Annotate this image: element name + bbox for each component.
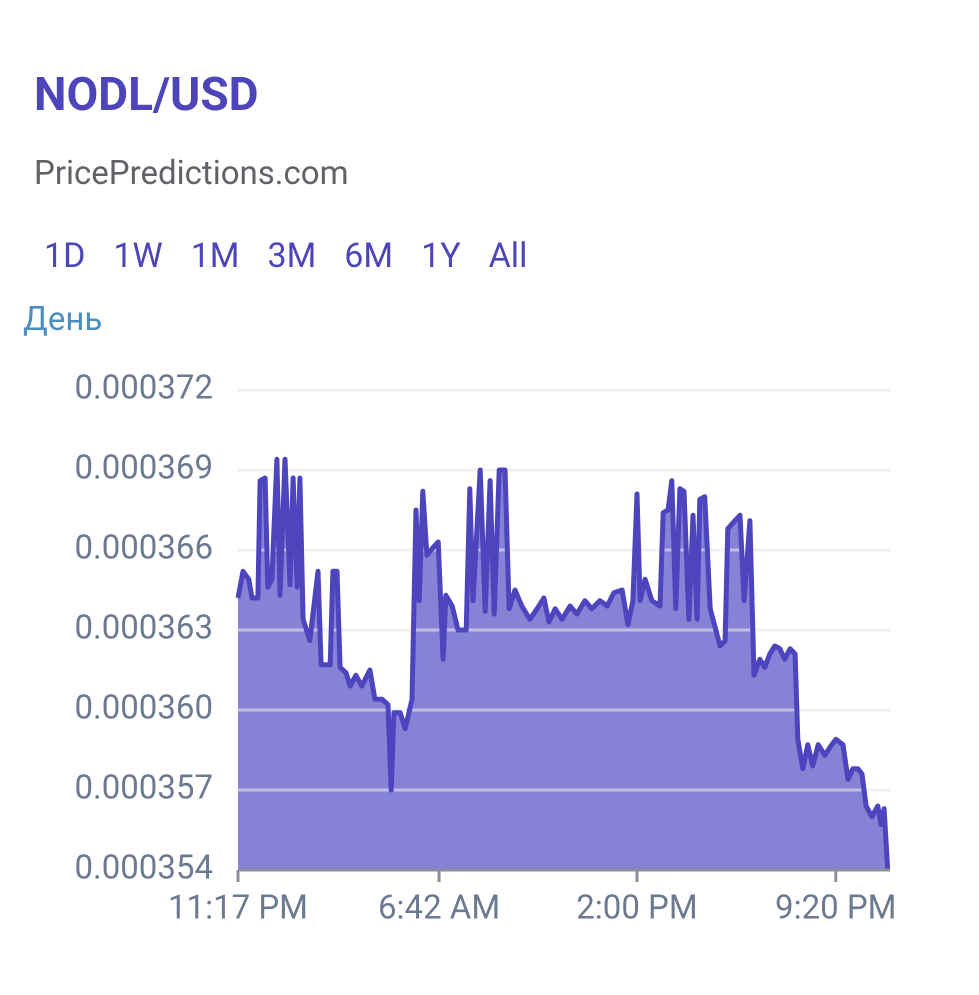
line	[235, 456, 891, 871]
x-tick-label: 9:20 PM	[775, 889, 896, 928]
range-button[interactable]: 1W	[113, 236, 163, 276]
range-button[interactable]: 6M	[344, 236, 394, 276]
y-tick-label: 0.000354	[74, 849, 213, 888]
x-tick-label: 6:42 AM	[378, 889, 500, 928]
area	[238, 459, 888, 870]
range-button[interactable]: 3M	[267, 236, 317, 276]
y-tick-label: 0.000363	[74, 609, 213, 648]
range-button[interactable]: All	[488, 236, 528, 276]
title: NODL/USD	[34, 68, 259, 122]
y-tick-label: 0.000357	[74, 769, 213, 808]
y-tick-label: 0.000366	[74, 529, 213, 568]
range-button[interactable]: 1Y	[421, 236, 461, 276]
range-buttons: 1D 1W 1M 3M 6M 1Y All	[30, 236, 541, 276]
x-tick-label: 2:00 PM	[576, 889, 697, 928]
range-button[interactable]: 1D	[44, 236, 86, 276]
period-label: День	[23, 300, 103, 339]
y-tick-label: 0.000369	[74, 449, 213, 488]
range-button[interactable]: 1M	[190, 236, 240, 276]
subtitle: PricePredictions.com	[34, 154, 349, 193]
y-tick-label: 0.000360	[74, 689, 213, 728]
x-tick-label: 11:17 PM	[168, 889, 308, 928]
y-tick-label: 0.000372	[74, 369, 213, 408]
